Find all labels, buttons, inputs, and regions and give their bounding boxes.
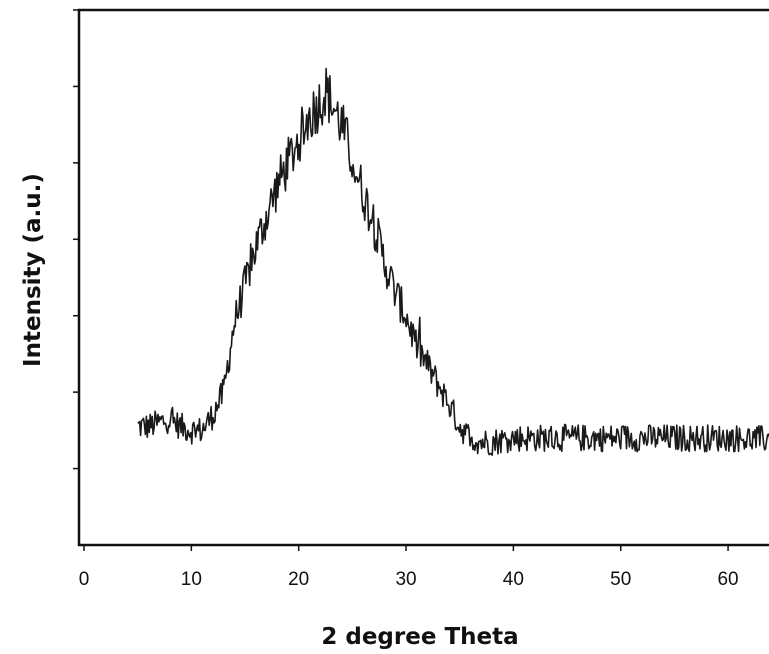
x-axis-ticks: 0 10 20 30 40 50 60: [79, 545, 739, 590]
series-line: [137, 67, 769, 456]
y-axis-ticks: [73, 9, 80, 470]
plot-frame: [77, 8, 769, 547]
x-tick-label: 60: [717, 569, 738, 590]
x-tick-label: 0: [79, 569, 90, 590]
x-axis-title: 2 degree Theta: [321, 624, 518, 650]
x-tick-label: 10: [181, 569, 202, 590]
x-tick-label: 50: [610, 569, 631, 590]
x-tick-label: 20: [288, 569, 309, 590]
x-tick-label: 30: [395, 569, 416, 590]
y-axis-title: Intensity (a.u.): [20, 173, 46, 367]
x-tick-label: 40: [503, 569, 524, 590]
